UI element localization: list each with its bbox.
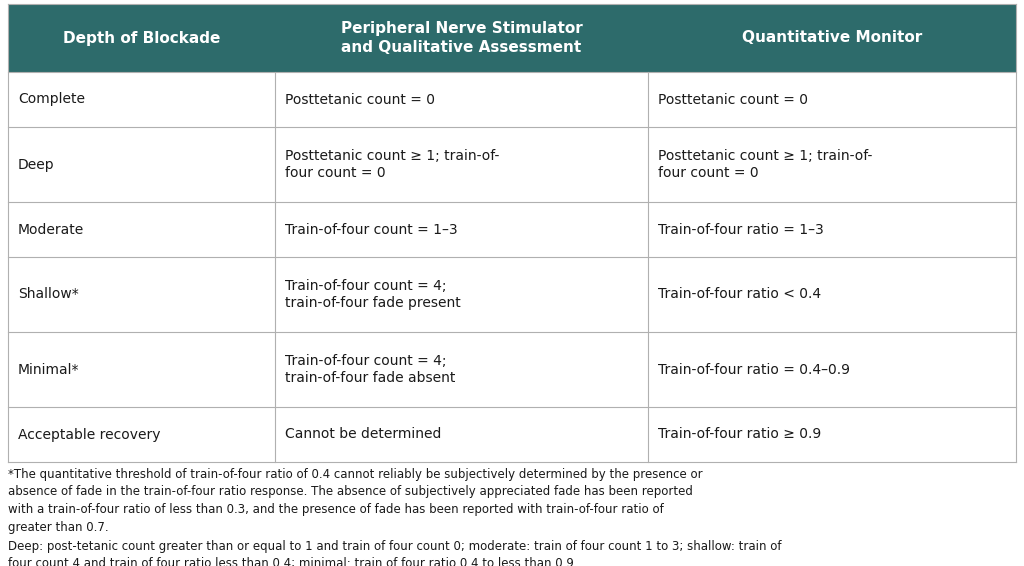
Text: Posttetanic count ≥ 1; train-of-
four count = 0: Posttetanic count ≥ 1; train-of- four co… bbox=[285, 148, 500, 181]
Text: Acceptable recovery: Acceptable recovery bbox=[18, 427, 161, 441]
Text: Deep: post-tetanic count greater than or equal to 1 and train of four count 0; m: Deep: post-tetanic count greater than or… bbox=[8, 540, 781, 566]
Text: Complete: Complete bbox=[18, 92, 85, 106]
Text: Train-of-four count = 1–3: Train-of-four count = 1–3 bbox=[285, 222, 458, 237]
Text: Quantitative Monitor: Quantitative Monitor bbox=[742, 31, 923, 45]
Text: *The quantitative threshold of train-of-four ratio of 0.4 cannot reliably be sub: *The quantitative threshold of train-of-… bbox=[8, 468, 702, 534]
Text: Minimal*: Minimal* bbox=[18, 362, 80, 376]
Text: Deep: Deep bbox=[18, 157, 54, 171]
Text: Posttetanic count = 0: Posttetanic count = 0 bbox=[285, 92, 435, 106]
Text: Depth of Blockade: Depth of Blockade bbox=[62, 31, 220, 45]
Text: Posttetanic count = 0: Posttetanic count = 0 bbox=[658, 92, 808, 106]
Text: Moderate: Moderate bbox=[18, 222, 84, 237]
Text: Train-of-four count = 4;
train-of-four fade present: Train-of-four count = 4; train-of-four f… bbox=[285, 278, 461, 310]
Text: Train-of-four ratio < 0.4: Train-of-four ratio < 0.4 bbox=[658, 288, 821, 302]
Text: Shallow*: Shallow* bbox=[18, 288, 79, 302]
Text: Posttetanic count ≥ 1; train-of-
four count = 0: Posttetanic count ≥ 1; train-of- four co… bbox=[658, 148, 872, 181]
Text: Train-of-four ratio = 1–3: Train-of-four ratio = 1–3 bbox=[658, 222, 824, 237]
Text: Train-of-four ratio = 0.4–0.9: Train-of-four ratio = 0.4–0.9 bbox=[658, 362, 850, 376]
Text: Train-of-four count = 4;
train-of-four fade absent: Train-of-four count = 4; train-of-four f… bbox=[285, 354, 456, 385]
Bar bbox=[8, 4, 1016, 72]
Text: Cannot be determined: Cannot be determined bbox=[285, 427, 441, 441]
Text: Peripheral Nerve Stimulator
and Qualitative Assessment: Peripheral Nerve Stimulator and Qualitat… bbox=[341, 21, 583, 55]
Text: Train-of-four ratio ≥ 0.9: Train-of-four ratio ≥ 0.9 bbox=[658, 427, 821, 441]
